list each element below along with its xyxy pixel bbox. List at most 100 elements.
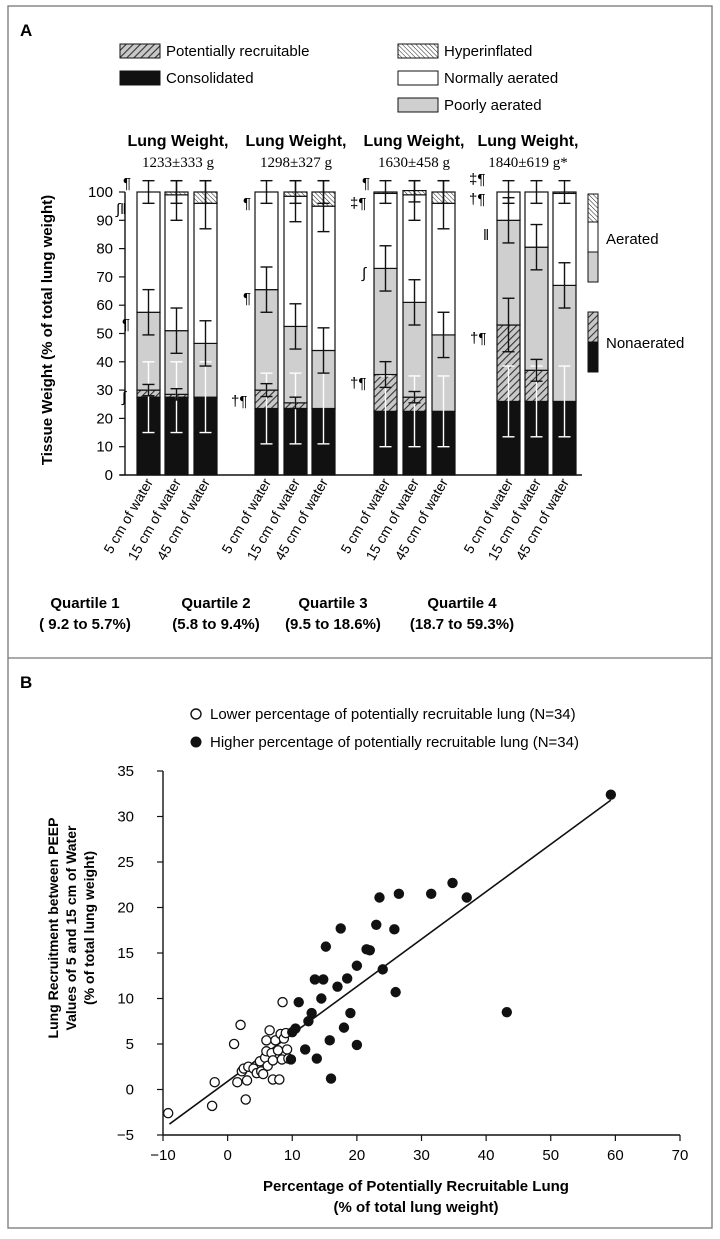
- scatter-point-filled: [299, 1044, 311, 1055]
- x-tick-label: 70: [672, 1147, 689, 1164]
- annotation: ∫‖: [115, 201, 126, 218]
- panel-b-y-axis-label-line1: Lung Recruitment between PEEP: [45, 818, 61, 1039]
- scatter-point-open: [272, 1045, 284, 1056]
- scatter-point-filled: [306, 1007, 317, 1019]
- y-tick-label: −5: [117, 1127, 134, 1144]
- side-legend-aerated-label: Aerated: [606, 231, 659, 248]
- side-legend-normal: [587, 221, 599, 253]
- annotation: †¶: [350, 375, 366, 392]
- scatter-point-open: [235, 1019, 246, 1031]
- scatter-point-filled: [345, 1007, 356, 1019]
- scatter-point-open: [241, 1075, 253, 1086]
- scatter-point-filled: [324, 1035, 335, 1046]
- regression-line: [168, 799, 612, 1125]
- y-tick-label: 100: [88, 184, 113, 201]
- scatter-point-filled: [332, 981, 343, 992]
- scatter-point-filled: [303, 1016, 314, 1027]
- lung-weight-value: 1840±619 g*: [488, 155, 567, 171]
- panel-b-y-axis-label-line3: (% of total lung weight): [81, 851, 97, 1005]
- lung-weight-title: Lung Weight,: [127, 133, 228, 150]
- side-legend-nonaerated-label: Nonaerated: [606, 335, 684, 352]
- panel-b-legend: Lower percentage of potentially recruita…: [190, 706, 579, 751]
- lung-weight-value: 1630±458 g: [378, 155, 450, 171]
- panel-b-points: [162, 789, 617, 1119]
- scatter-point-filled: [447, 877, 458, 889]
- y-tick-label: 10: [96, 439, 113, 456]
- legend-open-marker: [190, 708, 202, 720]
- y-tick-label: 20: [96, 410, 113, 427]
- scatter-point-filled: [364, 945, 375, 956]
- legend-label-hyperinflated: Hyperinflated: [444, 43, 532, 60]
- scatter-point-filled: [371, 919, 382, 930]
- lung-weight-headers: Lung Weight, 1233±333 g Lung Weight, 1298±3…: [127, 133, 578, 171]
- lung-weight-title: Lung Weight,: [477, 133, 578, 150]
- scatter-point-open: [261, 1035, 272, 1046]
- quartile-name: Quartile 4: [427, 595, 497, 612]
- panel-b-x-axis-label-line2: (% of total lung weight): [334, 1199, 499, 1216]
- panel-b-x-axis-label-line1: Percentage of Potentially Recruitable Lu…: [263, 1178, 569, 1195]
- side-legend-recruitable: [587, 311, 599, 343]
- annotation: †¶: [469, 191, 485, 208]
- figure-border: [7, 5, 713, 1229]
- y-tick-label: 80: [96, 241, 113, 258]
- quartile-range: ( 9.2 to 5.7%): [39, 616, 131, 633]
- scatter-point-filled: [389, 924, 400, 935]
- scatter-point-open: [228, 1038, 240, 1050]
- legend-label-recruitable: Potentially recruitable: [166, 43, 309, 60]
- lung-weight-value: 1233±333 g: [142, 155, 214, 171]
- legend-filled-marker: [190, 736, 202, 748]
- legend-swatch-poor: [397, 97, 439, 113]
- panel-b-label: B: [20, 673, 32, 692]
- scatter-point-open: [277, 996, 288, 1008]
- quartile-range: (18.7 to 59.3%): [410, 616, 514, 633]
- legend-swatch-consolidated: [119, 70, 161, 86]
- scatter-point-open: [206, 1100, 218, 1112]
- y-tick-label: 50: [96, 326, 113, 343]
- significance-annotations: ¶ ∫‖ ¶ ∫ ¶ ¶ †¶ ¶ ‡¶ ∫ †¶ ‡¶ †¶ ‖ †¶: [115, 171, 489, 410]
- scatter-point-filled: [285, 1054, 297, 1065]
- x-tick-label: 30: [413, 1147, 430, 1164]
- scatter-point-open: [281, 1044, 293, 1055]
- annotation: ¶: [122, 316, 130, 333]
- scatter-point-filled: [311, 1053, 323, 1064]
- legend-filled-label: Higher percentage of potentially recruit…: [210, 734, 579, 751]
- panel-a-y-axis: 0 10 20 30 40 50 60 70 80 90 100: [88, 184, 582, 484]
- scatter-point-filled: [377, 964, 388, 975]
- y-tick-label: 70: [96, 269, 113, 286]
- y-tick-label: 30: [117, 809, 134, 826]
- annotation: ‡¶: [350, 195, 366, 212]
- panel-a-error-bars: [142, 179, 571, 448]
- panel-b-fit-line: [168, 799, 612, 1125]
- annotation: ¶: [243, 195, 251, 212]
- annotation: ¶: [123, 175, 131, 192]
- scatter-point-filled: [320, 941, 332, 952]
- quartile-range: (9.5 to 18.6%): [285, 616, 381, 633]
- legend-swatch-normal: [397, 70, 439, 86]
- scatter-point-open: [232, 1076, 243, 1088]
- x-tick-label: 20: [349, 1147, 366, 1164]
- scatter-point-filled: [425, 888, 437, 900]
- annotation: ‖: [483, 227, 489, 244]
- x-tick-label: 60: [607, 1147, 624, 1164]
- annotation: ∫: [121, 389, 128, 406]
- side-legend-poor: [587, 251, 599, 283]
- panel-a-label: A: [20, 21, 32, 40]
- quartile-name: Quartile 3: [298, 595, 367, 612]
- scatter-point-open: [274, 1074, 285, 1085]
- scatter-point-filled: [316, 993, 327, 1004]
- scatter-point-open: [240, 1094, 251, 1105]
- lung-weight-title: Lung Weight,: [245, 133, 346, 150]
- scatter-point-filled: [501, 1006, 513, 1018]
- annotation: ∫: [361, 265, 368, 282]
- panel-a-y-axis-label: Tissue Weight (% of total lung weight): [39, 195, 56, 465]
- y-tick-label: 15: [117, 945, 134, 962]
- panel-b-axes: −5 0 5 10 15 20 25 30 35 −10 0 10 20 30 40 50 60 70: [117, 763, 688, 1164]
- legend-label-poor: Poorly aerated: [444, 97, 542, 114]
- quartile-range: (5.8 to 9.4%): [172, 616, 260, 633]
- x-tick-label: −10: [150, 1147, 175, 1164]
- y-tick-label: 25: [117, 854, 134, 871]
- annotation: ‡¶: [469, 171, 485, 188]
- scatter-point-filled: [338, 1022, 350, 1033]
